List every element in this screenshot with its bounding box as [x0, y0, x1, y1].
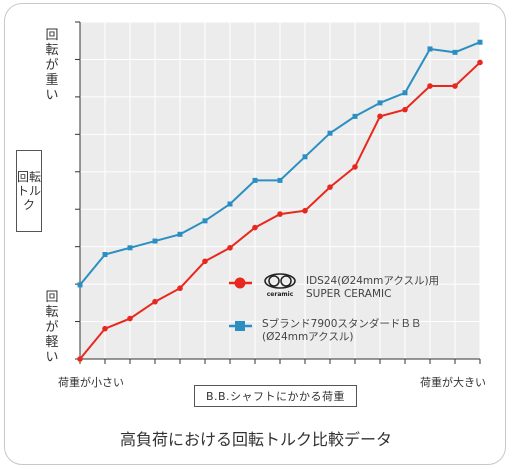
- series-0-point-7: [252, 224, 258, 231]
- legend-line1-s-brand: Sブランド7900スタンダードＢＢ: [262, 318, 422, 330]
- series-0-point-16: [477, 59, 483, 66]
- series-0-point-1: [102, 325, 108, 332]
- series-1-point-8: [277, 177, 283, 183]
- series-0-point-15: [452, 83, 458, 89]
- legend-line1-super-ceramic: IDS24(Ø24mmアクスル)用: [306, 275, 440, 287]
- y-top-label: 回転が重い: [45, 28, 59, 103]
- ceramic-logo-icon: ceramic: [264, 273, 296, 298]
- x-right-label: 荷重が大きい: [420, 376, 486, 389]
- series-0-point-10: [327, 184, 333, 190]
- series-1-point-3: [152, 238, 158, 244]
- series-1-point-6: [227, 201, 233, 207]
- series-1-point-14: [427, 46, 433, 52]
- series-0-point-13: [402, 106, 408, 113]
- chart-title: 高負荷における回転トルク比較データ: [119, 430, 392, 449]
- series-0-point-2: [127, 315, 133, 322]
- legend-marker-super-ceramic: [234, 277, 246, 289]
- series-0-point-6: [227, 244, 233, 251]
- series-1-point-16: [477, 39, 483, 45]
- legend-line2-super-ceramic: SUPER CERAMIC: [306, 288, 392, 300]
- series-1-point-7: [252, 177, 258, 183]
- series-0-point-9: [302, 207, 308, 214]
- series-0-point-12: [377, 113, 383, 120]
- legend: ceramic: [229, 273, 296, 331]
- series-1-point-2: [127, 245, 133, 251]
- series-0-point-14: [427, 83, 433, 89]
- series-1-point-15: [452, 49, 458, 55]
- x-left-label: 荷重が小さい: [58, 376, 124, 389]
- series-1-point-4: [177, 231, 183, 237]
- series-0-point-8: [277, 211, 283, 217]
- series-0-point-11: [352, 164, 358, 170]
- series-0-point-5: [202, 258, 208, 265]
- series-1-point-12: [377, 100, 383, 106]
- legend-line2-s-brand: (Ø24mmアクスル): [262, 331, 354, 343]
- series-1-point-0: [77, 282, 83, 288]
- series-1-point-9: [302, 154, 308, 160]
- legend-text-super-ceramic: IDS24(Ø24mmアクスル)用 SUPER CERAMIC: [306, 275, 439, 301]
- ceramic-logo-text: ceramic: [267, 291, 294, 298]
- x-axis-title: B.B.シャフトにかかる荷重: [194, 385, 357, 407]
- series-0-point-4: [177, 285, 183, 292]
- series-1-point-11: [352, 113, 358, 119]
- series-1-point-1: [102, 252, 108, 258]
- y-bottom-label: 回転が軽い: [45, 290, 59, 365]
- series-0-point-3: [152, 298, 158, 305]
- series-layer: [77, 39, 483, 362]
- series-1-point-10: [327, 130, 333, 136]
- legend-text-s-brand: Sブランド7900スタンダードＢＢ (Ø24mmアクスル): [262, 318, 421, 344]
- series-0-point-0: [77, 356, 83, 362]
- series-1-point-5: [202, 218, 208, 224]
- y-axis-title: 回転トルク: [16, 150, 42, 232]
- series-1-point-13: [402, 90, 408, 96]
- legend-marker-s-brand: [235, 321, 245, 331]
